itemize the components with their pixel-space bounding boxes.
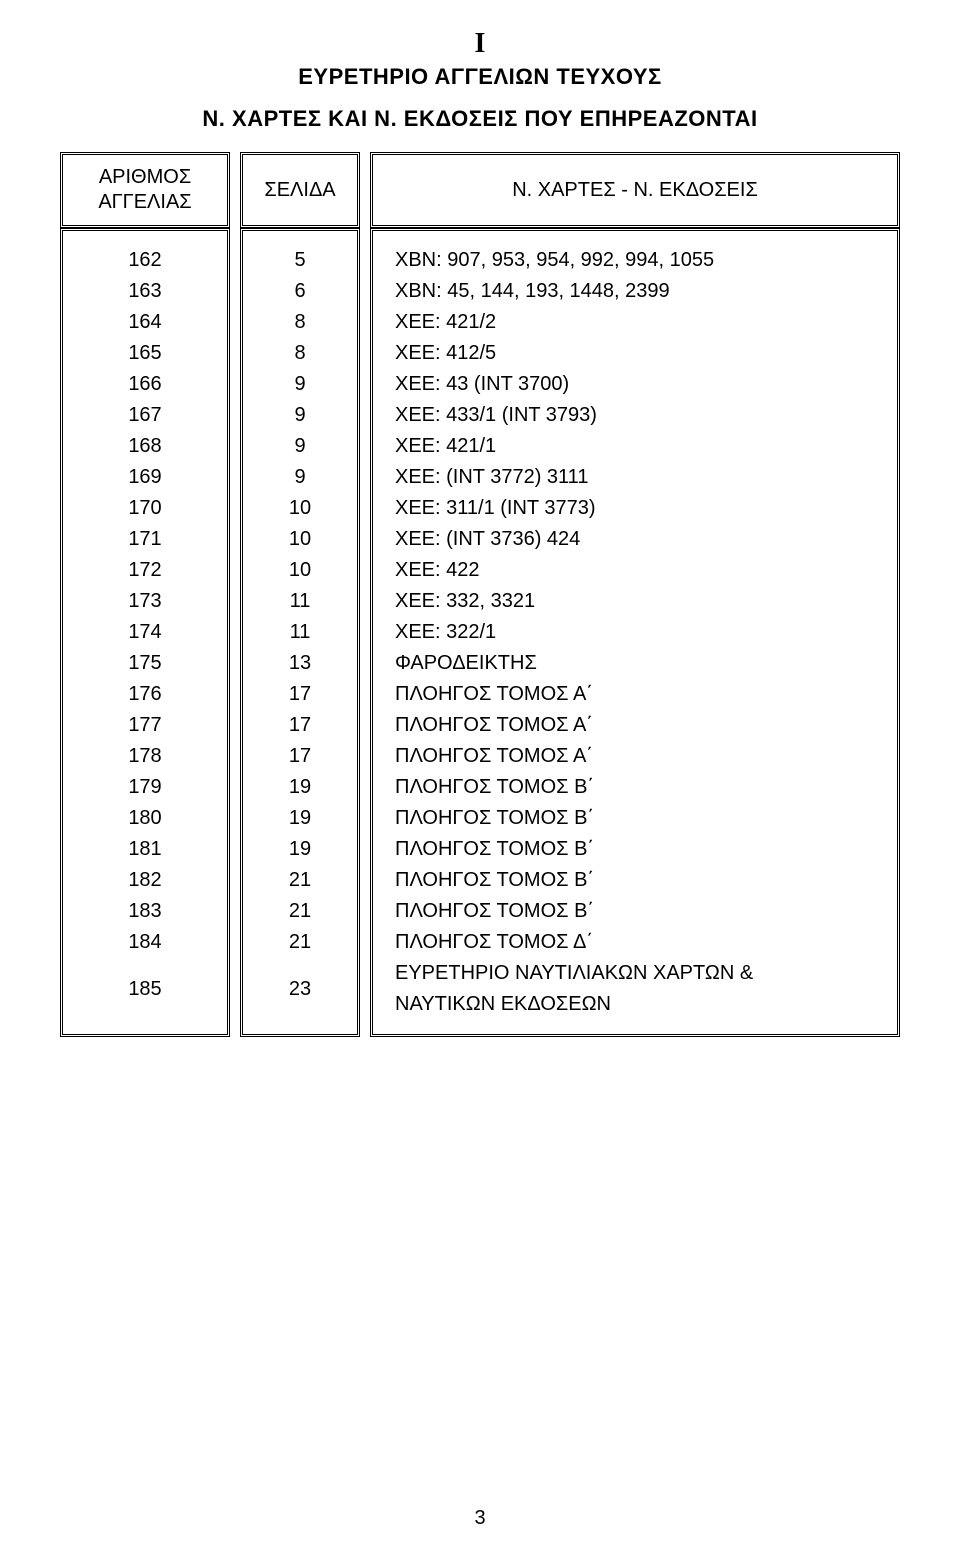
column-announcement-number: ΑΡΙΘΜΟΣ ΑΓΓΕΛΙΑΣ 16216316416516616716816… bbox=[60, 152, 230, 1037]
table-row: ΧΒΝ: 907, 953, 954, 992, 994, 1055 bbox=[395, 245, 879, 276]
table-row: ΕΥΡΕΤΗΡΙΟ ΝΑΥΤΙΛΙΑΚΩΝ ΧΑΡΤΩΝ &ΝΑΥΤΙΚΩΝ Ε… bbox=[395, 958, 879, 1020]
header-col2: ΣΕΛΙΔΑ bbox=[240, 152, 360, 228]
table-wrapper: ΑΡΙΘΜΟΣ ΑΓΓΕΛΙΑΣ 16216316416516616716816… bbox=[60, 152, 900, 1037]
table-row: 19 bbox=[261, 803, 339, 834]
table-row: ΧΕΕ: 421/2 bbox=[395, 307, 879, 338]
table-row: ΠΛΟΗΓΟΣ ΤΟΜΟΣ Β΄ bbox=[395, 865, 879, 896]
table-row: ΠΛΟΗΓΟΣ ΤΟΜΟΣ Β΄ bbox=[395, 803, 879, 834]
header-col1-line1: ΑΡΙΘΜΟΣ bbox=[99, 166, 191, 188]
table-row: ΦΑΡΟΔΕΙΚΤΗΣ bbox=[395, 648, 879, 679]
table-row: 9 bbox=[261, 431, 339, 462]
table-row: 178 bbox=[81, 741, 209, 772]
table-row: 19 bbox=[261, 834, 339, 865]
table-row: ΠΛΟΗΓΟΣ ΤΟΜΟΣ Α΄ bbox=[395, 741, 879, 772]
table-row: 167 bbox=[81, 400, 209, 431]
table-row: 13 bbox=[261, 648, 339, 679]
column-charts-editions: Ν. ΧΑΡΤΕΣ - Ν. ΕΚΔΟΣΕΙΣ ΧΒΝ: 907, 953, 9… bbox=[370, 152, 900, 1037]
table-row: 6 bbox=[261, 276, 339, 307]
table-row: ΧΕΕ: 421/1 bbox=[395, 431, 879, 462]
table-row: 170 bbox=[81, 493, 209, 524]
table-row: 171 bbox=[81, 524, 209, 555]
table-row: ΧΕΕ: 311/1 (INT 3773) bbox=[395, 493, 879, 524]
table-row: 168 bbox=[81, 431, 209, 462]
table-row: 164 bbox=[81, 307, 209, 338]
table-row: 185 bbox=[81, 958, 209, 1020]
table-row: 181 bbox=[81, 834, 209, 865]
table-row: ΧΕΕ: 322/1 bbox=[395, 617, 879, 648]
table-row: 9 bbox=[261, 369, 339, 400]
title-sub: Ν. ΧΑΡΤΕΣ ΚΑΙ Ν. ΕΚΔΟΣΕΙΣ ΠΟΥ ΕΠΗΡΕΑΖΟΝΤ… bbox=[60, 106, 900, 132]
table-row: 10 bbox=[261, 524, 339, 555]
table-row: 10 bbox=[261, 493, 339, 524]
table-row: 21 bbox=[261, 865, 339, 896]
page-root: I ΕΥΡΕΤΗΡΙΟ ΑΓΓΕΛΙΩΝ ΤΕΥΧΟΥΣ Ν. ΧΑΡΤΕΣ Κ… bbox=[0, 0, 960, 1057]
body-col3: ΧΒΝ: 907, 953, 954, 992, 994, 1055ΧΒΝ: 4… bbox=[370, 228, 900, 1037]
body-col1: 1621631641651661671681691701711721731741… bbox=[60, 228, 230, 1037]
table-row: ΧΕΕ: (INT 3736) 424 bbox=[395, 524, 879, 555]
table-row: ΠΛΟΗΓΟΣ ΤΟΜΟΣ Β΄ bbox=[395, 834, 879, 865]
table-row: ΧΕΕ: (INT 3772) 3111 bbox=[395, 462, 879, 493]
header-col1-line2: ΑΓΓΕΛΙΑΣ bbox=[98, 191, 191, 213]
table-row: ΧΒΝ: 45, 144, 193, 1448, 2399 bbox=[395, 276, 879, 307]
table-row: 163 bbox=[81, 276, 209, 307]
table-row: 177 bbox=[81, 710, 209, 741]
table-row: 9 bbox=[261, 462, 339, 493]
table-row: 183 bbox=[81, 896, 209, 927]
table-row: 172 bbox=[81, 555, 209, 586]
table-row: ΠΛΟΗΓΟΣ ΤΟΜΟΣ Α΄ bbox=[395, 679, 879, 710]
header-col2-label: ΣΕΛΙΔΑ bbox=[264, 178, 335, 203]
table-row: 11 bbox=[261, 617, 339, 648]
table-row: ΧΕΕ: 43 (INT 3700) bbox=[395, 369, 879, 400]
body-col2: 5688999910101011111317171719191921212123 bbox=[240, 228, 360, 1037]
column-page: ΣΕΛΙΔΑ 568899991010101111131717171919192… bbox=[240, 152, 360, 1037]
table-row: ΠΛΟΗΓΟΣ ΤΟΜΟΣ Α΄ bbox=[395, 710, 879, 741]
table-row: 182 bbox=[81, 865, 209, 896]
table-row: 17 bbox=[261, 679, 339, 710]
table-row: 9 bbox=[261, 400, 339, 431]
table-row: 8 bbox=[261, 338, 339, 369]
table-row: 162 bbox=[81, 245, 209, 276]
table-row: 21 bbox=[261, 896, 339, 927]
table-row-line: ΕΥΡΕΤΗΡΙΟ ΝΑΥΤΙΛΙΑΚΩΝ ΧΑΡΤΩΝ & bbox=[395, 958, 879, 989]
header-col3: Ν. ΧΑΡΤΕΣ - Ν. ΕΚΔΟΣΕΙΣ bbox=[370, 152, 900, 228]
table-row: ΠΛΟΗΓΟΣ ΤΟΜΟΣ Δ΄ bbox=[395, 927, 879, 958]
table-row-line: ΝΑΥΤΙΚΩΝ ΕΚΔΟΣΕΩΝ bbox=[395, 989, 879, 1020]
table-row: 179 bbox=[81, 772, 209, 803]
title-main: ΕΥΡΕΤΗΡΙΟ ΑΓΓΕΛΙΩΝ ΤΕΥΧΟΥΣ bbox=[60, 64, 900, 90]
table-row: ΧΕΕ: 412/5 bbox=[395, 338, 879, 369]
page-number: 3 bbox=[0, 1507, 960, 1530]
table-row: 174 bbox=[81, 617, 209, 648]
table-row: 175 bbox=[81, 648, 209, 679]
table-row: 19 bbox=[261, 772, 339, 803]
table-row: 5 bbox=[261, 245, 339, 276]
table-row: 165 bbox=[81, 338, 209, 369]
table-row: 10 bbox=[261, 555, 339, 586]
table-row: 184 bbox=[81, 927, 209, 958]
table-row: ΧΕΕ: 433/1 (INT 3793) bbox=[395, 400, 879, 431]
table-row: ΠΛΟΗΓΟΣ ΤΟΜΟΣ Β΄ bbox=[395, 896, 879, 927]
title-roman: I bbox=[60, 28, 900, 60]
table-row: 8 bbox=[261, 307, 339, 338]
table-row: 11 bbox=[261, 586, 339, 617]
table-row: 180 bbox=[81, 803, 209, 834]
table-row: 173 bbox=[81, 586, 209, 617]
table-row: 166 bbox=[81, 369, 209, 400]
table-row: 23 bbox=[261, 958, 339, 1020]
table-row: ΠΛΟΗΓΟΣ ΤΟΜΟΣ Β΄ bbox=[395, 772, 879, 803]
table-row: 17 bbox=[261, 741, 339, 772]
table-row: 17 bbox=[261, 710, 339, 741]
header-col1: ΑΡΙΘΜΟΣ ΑΓΓΕΛΙΑΣ bbox=[60, 152, 230, 228]
table-row: 21 bbox=[261, 927, 339, 958]
table-row: 169 bbox=[81, 462, 209, 493]
table-row: ΧΕΕ: 422 bbox=[395, 555, 879, 586]
header-col3-label: Ν. ΧΑΡΤΕΣ - Ν. ΕΚΔΟΣΕΙΣ bbox=[512, 178, 758, 203]
table-row: ΧΕΕ: 332, 3321 bbox=[395, 586, 879, 617]
table-row: 176 bbox=[81, 679, 209, 710]
